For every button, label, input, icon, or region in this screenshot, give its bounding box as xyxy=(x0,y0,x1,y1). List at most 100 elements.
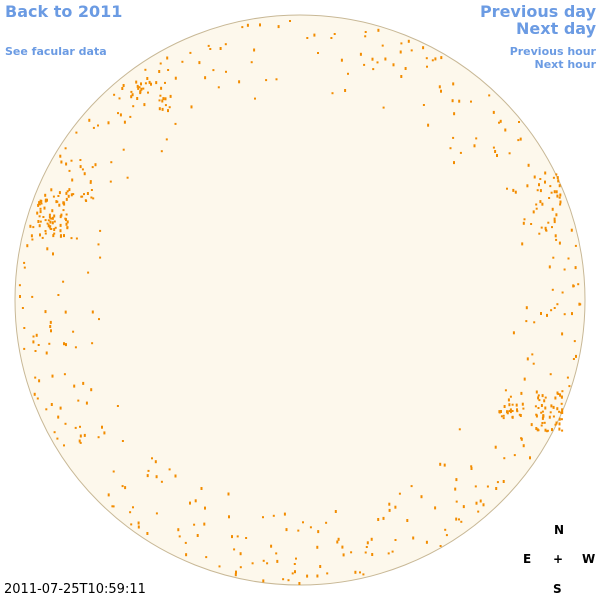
facula xyxy=(68,188,71,192)
facula xyxy=(553,307,556,309)
facula xyxy=(504,389,507,392)
facula xyxy=(275,78,278,81)
facula xyxy=(204,76,207,80)
facula xyxy=(59,223,62,227)
facula xyxy=(190,105,193,109)
facula xyxy=(527,163,530,167)
facula xyxy=(52,252,54,256)
facula xyxy=(548,415,551,419)
facula xyxy=(21,307,24,309)
facula xyxy=(546,430,549,433)
facula xyxy=(544,226,547,230)
facula xyxy=(470,467,473,470)
facula xyxy=(39,210,42,214)
facula xyxy=(253,48,256,52)
next-hour-link[interactable]: Next hour xyxy=(534,58,597,71)
facula xyxy=(523,377,526,381)
facula xyxy=(342,553,345,557)
facula xyxy=(137,525,140,529)
facula xyxy=(547,221,550,224)
facula xyxy=(293,563,296,565)
facula xyxy=(148,80,151,84)
facula xyxy=(50,329,52,333)
facula xyxy=(174,122,177,125)
facular-link[interactable]: See facular data xyxy=(5,45,107,58)
facula xyxy=(53,214,56,218)
facula xyxy=(563,268,566,271)
facula xyxy=(434,57,437,61)
facula xyxy=(546,313,548,317)
facula xyxy=(181,60,184,63)
facula xyxy=(81,195,84,198)
facula xyxy=(62,201,65,205)
facula xyxy=(144,82,147,85)
facula xyxy=(235,570,237,574)
facula xyxy=(407,39,410,43)
facula xyxy=(549,411,552,414)
facula xyxy=(146,532,149,535)
facula xyxy=(130,523,133,526)
facula xyxy=(38,201,41,205)
facula xyxy=(502,417,505,420)
facula xyxy=(377,518,380,521)
facula xyxy=(561,411,564,414)
facula xyxy=(539,189,542,193)
facula xyxy=(209,48,212,50)
facula xyxy=(154,460,157,464)
facula xyxy=(46,222,49,225)
facula xyxy=(32,340,35,344)
facula xyxy=(533,321,536,324)
facula xyxy=(58,191,61,195)
facula xyxy=(438,85,441,89)
facula xyxy=(60,160,63,164)
timestamp: 2011-07-25T10:59:11 xyxy=(4,582,146,597)
facula xyxy=(364,551,367,554)
facula xyxy=(66,190,69,193)
facula xyxy=(285,528,288,532)
facula xyxy=(366,541,369,545)
facula xyxy=(381,44,384,47)
facula xyxy=(89,180,92,183)
facula xyxy=(65,343,67,347)
facula xyxy=(512,188,515,192)
facula xyxy=(541,394,544,398)
facula xyxy=(98,318,100,321)
facula xyxy=(444,528,447,531)
facula xyxy=(370,537,373,541)
facula xyxy=(57,195,60,197)
facula xyxy=(550,309,553,312)
facula xyxy=(30,234,33,238)
facula xyxy=(177,528,180,532)
facula xyxy=(561,390,564,393)
facula xyxy=(482,503,485,507)
next-day-link[interactable]: Next day xyxy=(516,19,596,38)
facula xyxy=(131,93,134,97)
facula xyxy=(140,82,142,86)
previous-hour-link[interactable]: Previous hour xyxy=(509,45,596,58)
facula xyxy=(511,415,514,419)
facula xyxy=(138,86,141,89)
facula xyxy=(66,226,69,229)
facula xyxy=(508,403,511,407)
facula xyxy=(51,221,54,225)
facula xyxy=(382,516,385,520)
back-link[interactable]: Back to 2011 xyxy=(5,2,123,21)
facula xyxy=(538,183,540,187)
facula xyxy=(522,407,525,410)
previous-day-link[interactable]: Previous day xyxy=(479,2,596,21)
facula xyxy=(83,433,86,437)
facula xyxy=(112,470,115,473)
facula xyxy=(404,67,407,70)
facula xyxy=(39,199,42,203)
facula xyxy=(364,35,367,38)
facula xyxy=(53,232,56,235)
facula xyxy=(118,97,121,100)
facula xyxy=(45,408,48,411)
facula xyxy=(135,80,138,84)
facula xyxy=(53,220,56,223)
facula xyxy=(500,415,503,418)
facula xyxy=(160,150,163,153)
facula xyxy=(556,194,559,198)
facula xyxy=(541,410,544,413)
